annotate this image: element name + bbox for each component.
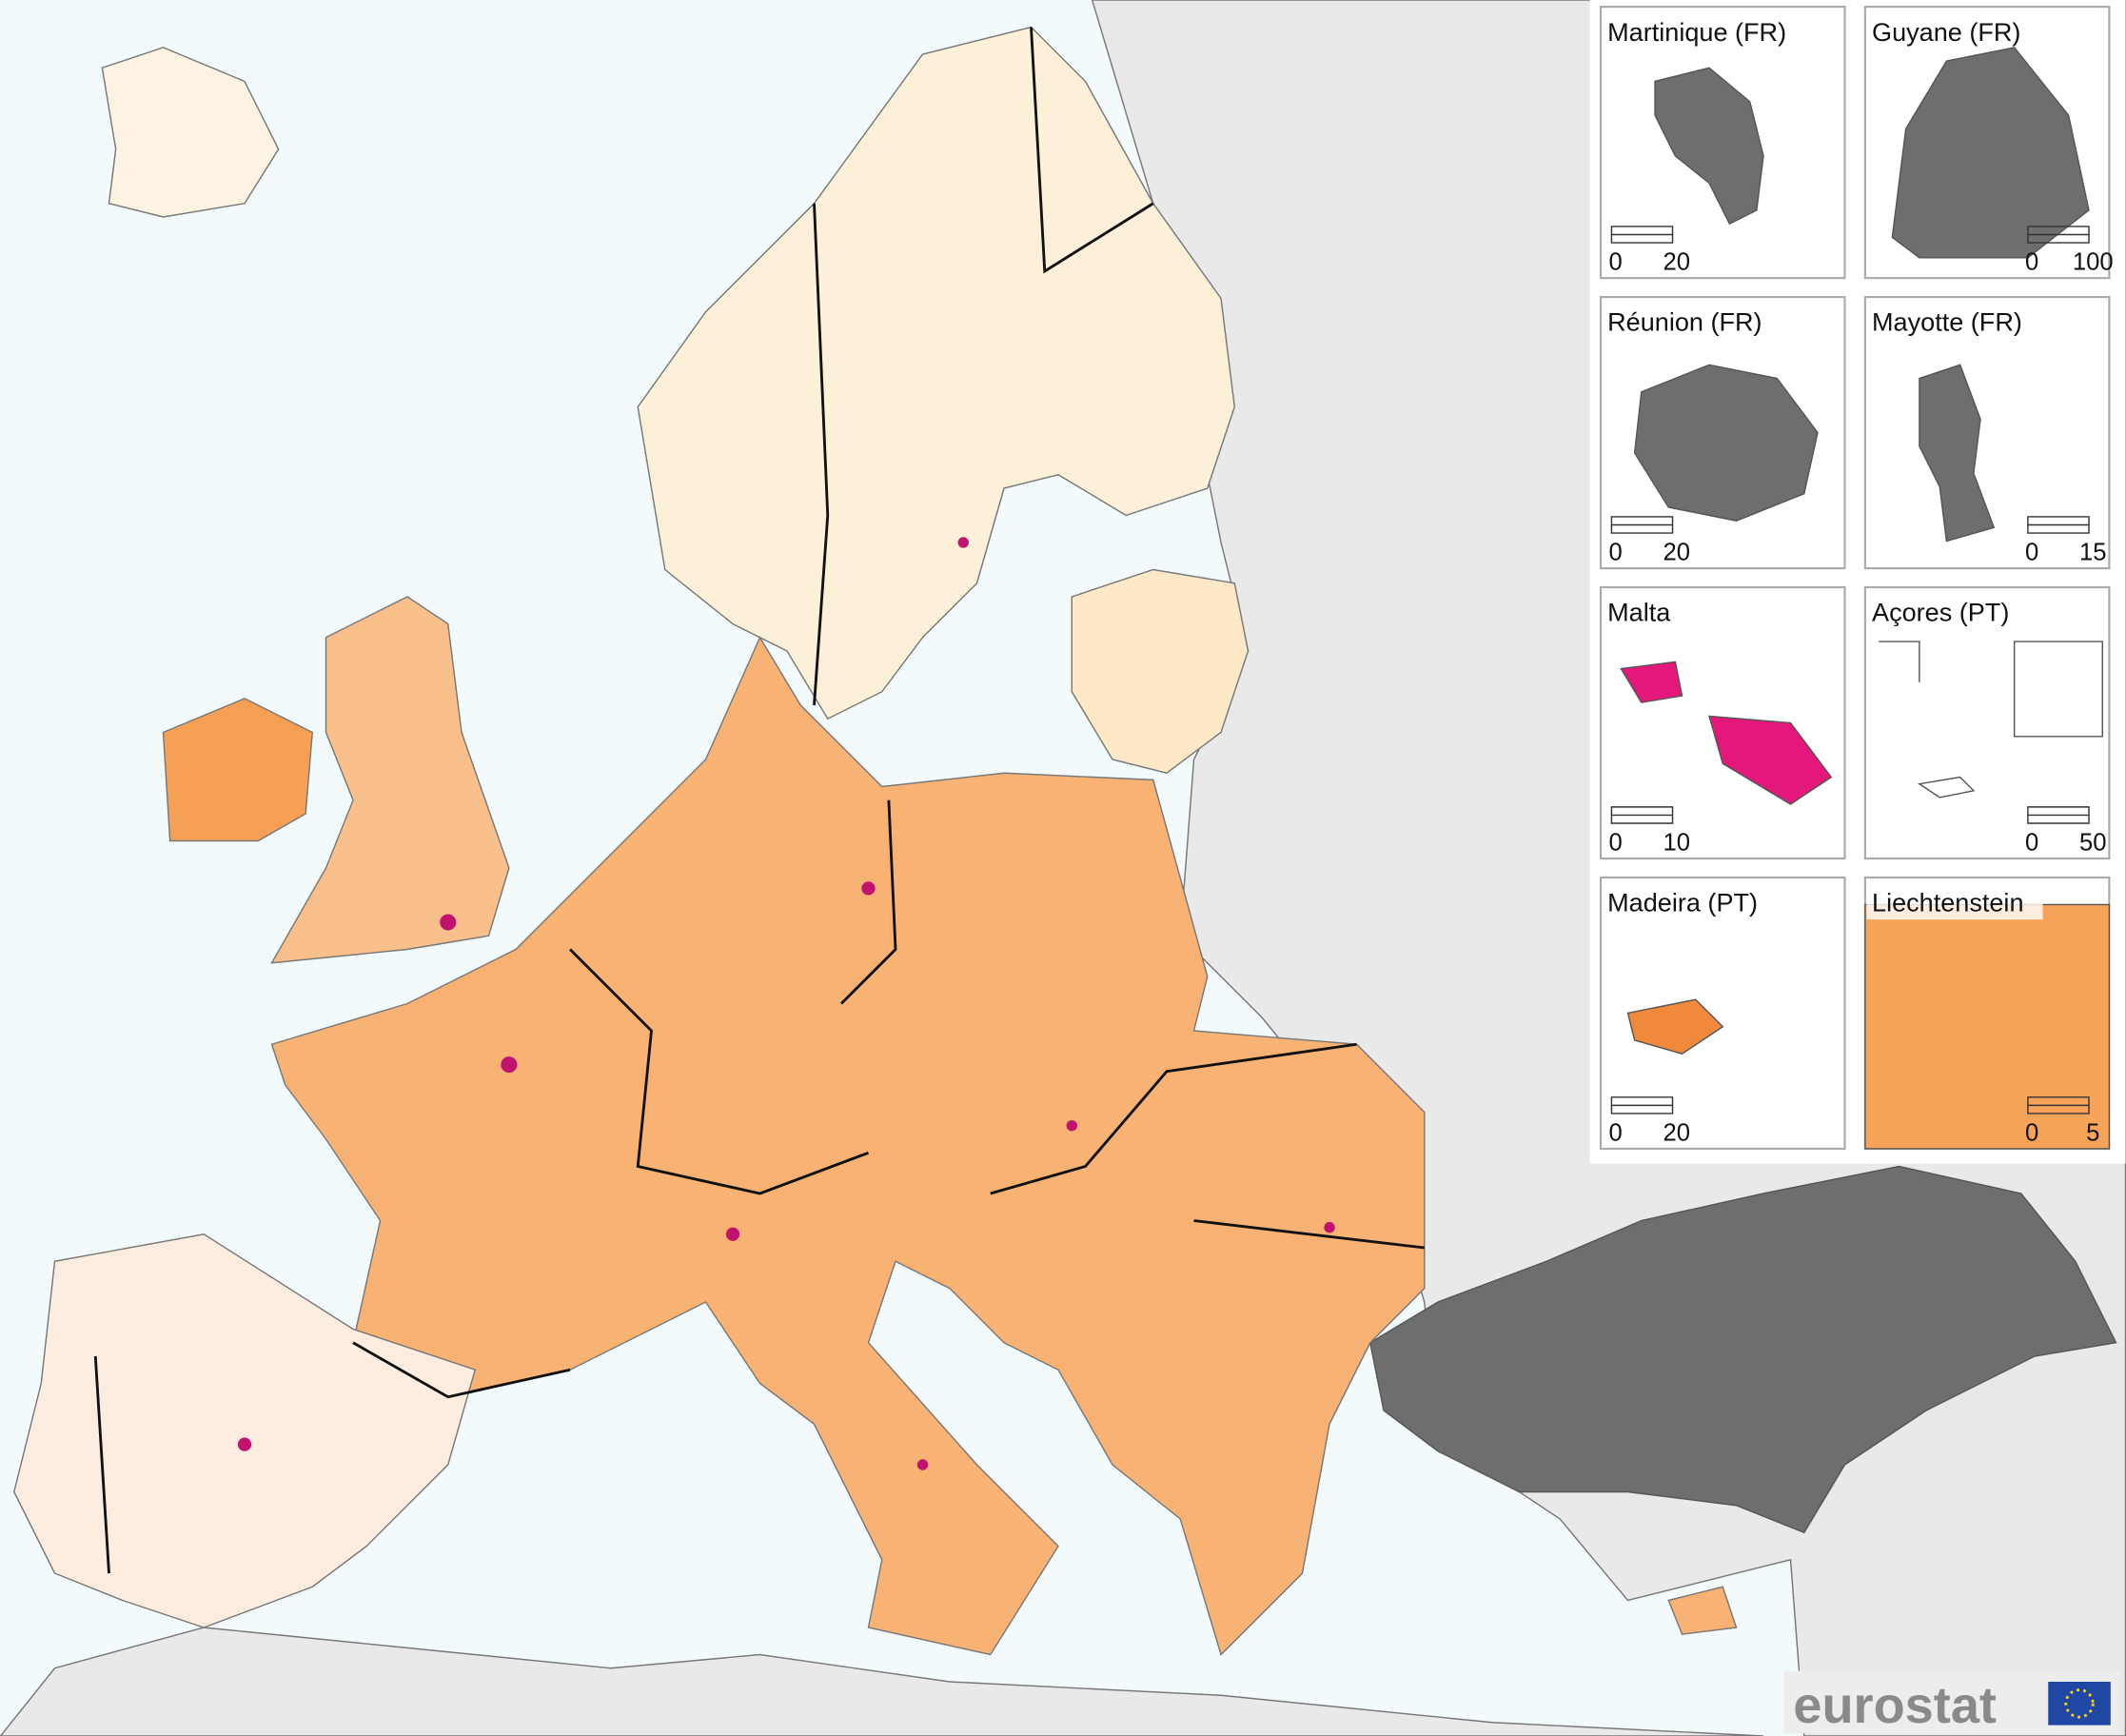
scale-label: 0 <box>2025 1119 2038 1146</box>
scale-bar <box>1610 516 1674 534</box>
scale-bar <box>1610 226 1674 244</box>
eu-flag <box>2048 1682 2111 1726</box>
scale-label: 0 <box>1609 540 1623 566</box>
scale-label: 100 <box>2073 249 2114 276</box>
inset: Malta 0 10 <box>1599 585 1846 860</box>
north-africa <box>0 1627 1764 1736</box>
inset-land <box>1879 641 2103 799</box>
great-britain <box>270 596 510 964</box>
scale-label: 20 <box>1663 540 1691 566</box>
inset: Martinique (FR) 0 20 <box>1599 6 1846 280</box>
scale-label: 0 <box>1609 1119 1623 1146</box>
continental-europe <box>270 636 1426 1656</box>
inset: Guyane (FR) 0 100 <box>1863 6 2114 280</box>
scale-label: 0 <box>1609 249 1623 276</box>
inset-frame <box>1863 585 2111 860</box>
inset: Liechtenstein 0 5 <box>1863 876 2111 1151</box>
inset: Madeira (PT) 0 20 <box>1599 876 1846 1151</box>
inset-land <box>1626 998 1724 1055</box>
scale-label: 20 <box>1663 1119 1691 1146</box>
inset-land <box>1891 47 2090 259</box>
inset-title: Réunion (FR) <box>1607 307 1762 337</box>
scale-bar <box>1610 1096 1674 1115</box>
inset-land <box>1864 903 2111 1150</box>
inset-land <box>1633 364 1819 522</box>
scale-bar <box>2027 226 2090 244</box>
scale-label: 0 <box>2025 829 2038 856</box>
turkey <box>1368 1165 2117 1534</box>
inset-title: Malta <box>1607 598 1671 627</box>
cyprus <box>1667 1586 1738 1635</box>
scale-bar <box>1610 806 1674 824</box>
scale-label: 10 <box>1663 829 1691 856</box>
logo: eurostat <box>1783 1670 2120 1734</box>
iceland <box>101 47 280 218</box>
scale-label: 50 <box>2079 829 2107 856</box>
inset-frame <box>1599 585 1846 860</box>
inset-land <box>1919 364 1996 542</box>
inset: Réunion (FR) 0 20 <box>1599 296 1846 570</box>
scale-bar <box>2027 516 2090 534</box>
nordic-countries <box>637 26 1235 720</box>
inset-title: Liechtenstein <box>1872 888 2023 917</box>
logo-text: eurostat <box>1793 1677 1997 1734</box>
ireland <box>162 698 314 842</box>
inset-title-bg <box>1866 881 2043 920</box>
scale-label: 15 <box>2079 540 2107 566</box>
cities <box>237 537 1335 1470</box>
inset-title: Açores (PT) <box>1872 598 2009 627</box>
iberia <box>13 1233 477 1628</box>
scale-label: 0 <box>1609 829 1623 856</box>
eu-stars <box>2064 1688 2095 1719</box>
borders <box>93 27 1425 1574</box>
scale-label: 0 <box>2025 540 2038 566</box>
inset-title: Mayotte (FR) <box>1872 307 2022 337</box>
inset: Açores (PT) 0 50 <box>1863 585 2111 860</box>
inset-title: Madeira (PT) <box>1607 888 1758 917</box>
scale-label: 5 <box>2086 1119 2099 1146</box>
inset-title: Guyane (FR) <box>1872 17 2020 47</box>
scale-bar <box>2027 806 2090 824</box>
inset-title: Martinique (FR) <box>1607 17 1786 47</box>
inset-land <box>1620 661 1833 805</box>
scale-label: 0 <box>2025 249 2038 276</box>
inset: Mayotte (FR) 0 15 <box>1863 296 2111 570</box>
baltic-states <box>1071 568 1250 775</box>
scale-label: 20 <box>1663 249 1691 276</box>
scale-bar <box>2027 1096 2090 1115</box>
inset-land <box>1654 67 1764 226</box>
